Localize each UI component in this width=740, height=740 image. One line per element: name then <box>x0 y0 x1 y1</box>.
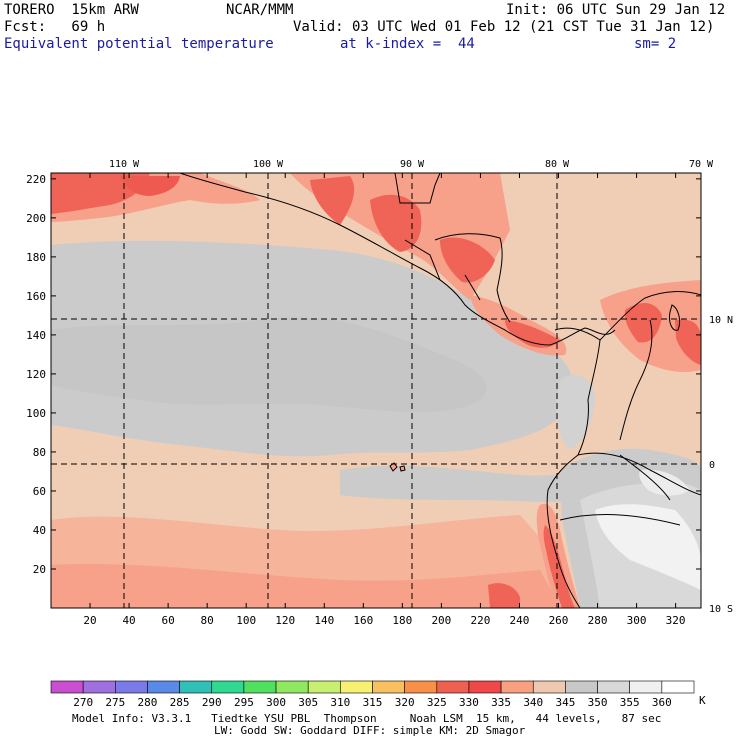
y-tick-label: 160 <box>26 290 46 303</box>
legend-value: 300 <box>266 696 286 709</box>
legend-swatch <box>50 680 84 694</box>
legend-swatch <box>372 680 405 694</box>
lat-label-10n: 10 N <box>709 315 733 326</box>
x-tick-label: 20 <box>83 614 96 627</box>
legend-value: 360 <box>652 696 672 709</box>
legend-value: 335 <box>491 696 511 709</box>
smoothing-info: sm= 2 <box>634 36 677 52</box>
legend-value: 320 <box>395 696 415 709</box>
lon-label-90w: 90 W <box>400 159 425 170</box>
field-name: Equivalent potential temperature <box>4 36 274 52</box>
lon-label-100w: 100 W <box>253 159 284 170</box>
y-tick-label: 100 <box>26 407 46 420</box>
x-tick-label: 40 <box>122 614 135 627</box>
y-tick-label: 140 <box>26 329 46 342</box>
valid-time: Valid: 03 UTC Wed 01 Feb 12 (21 CST Tue … <box>293 19 715 35</box>
x-tick-label: 280 <box>588 614 608 627</box>
x-tick-label: 320 <box>666 614 686 627</box>
legend-value: 350 <box>588 696 608 709</box>
legend-value: 290 <box>202 696 222 709</box>
level-info: at k-index = 44 <box>340 36 475 52</box>
model-name: TORERO 15km ARW <box>4 2 139 18</box>
y-tick-label: 40 <box>33 524 46 537</box>
x-tick-label: 200 <box>431 614 451 627</box>
legend-swatch <box>243 680 277 694</box>
y-tick-label: 220 <box>26 173 46 186</box>
lat-lon-grid <box>51 173 701 608</box>
y-tick-label: 80 <box>33 446 46 459</box>
x-tick-label: 140 <box>314 614 334 627</box>
x-tick-label: 160 <box>353 614 373 627</box>
legend-unit: K <box>699 694 706 707</box>
legend-swatch <box>147 680 180 694</box>
legend-swatch <box>211 680 245 694</box>
y-tick-label: 200 <box>26 212 46 225</box>
color-legend: 270 275 280 285 290 295 300 305 310 315 320 325 330 3… <box>50 680 695 709</box>
y-axis: 20 40 60 80 100 120 140 160 180 200 220 <box>26 173 701 576</box>
lon-label-80w: 80 W <box>545 159 570 170</box>
model-info-line2: LW: Godd SW: Goddard DIFF: simple KM: 2D… <box>214 724 526 737</box>
legend-value: 315 <box>363 696 383 709</box>
legend-swatch <box>629 680 663 694</box>
legend-value: 330 <box>459 696 479 709</box>
latitude-labels: 10 N 0 10 S <box>709 315 733 615</box>
legend-value: 280 <box>138 696 158 709</box>
model-info-line1: Model Info: V3.3.1 Tiedtke YSU PBL Thomp… <box>72 712 662 725</box>
legend-swatch <box>436 680 470 694</box>
legend-swatch <box>179 680 213 694</box>
legend-swatch <box>597 680 630 694</box>
lon-label-70w: 70 W <box>689 159 714 170</box>
y-tick-label: 120 <box>26 368 46 381</box>
x-tick-label: 260 <box>549 614 569 627</box>
legend-value: 325 <box>427 696 447 709</box>
y-tick-label: 180 <box>26 251 46 264</box>
lat-label-0: 0 <box>709 460 715 471</box>
longitude-labels: 110 W 100 W 90 W 80 W 70 W <box>109 159 714 170</box>
x-tick-label: 240 <box>510 614 530 627</box>
legend-value: 285 <box>170 696 190 709</box>
x-axis: 20 40 60 80 100 120 140 160 180 200 220 240 260 280 30… <box>83 173 686 627</box>
legend-swatch <box>340 680 373 694</box>
organization: NCAR/MMM <box>226 2 294 18</box>
legend-swatch <box>500 680 534 694</box>
x-tick-label: 100 <box>236 614 256 627</box>
legend-swatch <box>275 680 309 694</box>
y-tick-label: 20 <box>33 563 46 576</box>
legend-value: 305 <box>298 696 318 709</box>
legend-swatch <box>565 680 598 694</box>
legend-value: 270 <box>73 696 93 709</box>
forecast-hour: Fcst: 69 h <box>4 19 106 35</box>
legend-swatch <box>404 680 438 694</box>
x-tick-label: 300 <box>627 614 647 627</box>
legend-swatch <box>661 680 695 694</box>
legend-swatch <box>115 680 148 694</box>
x-tick-label: 80 <box>201 614 214 627</box>
legend-value: 345 <box>555 696 575 709</box>
x-tick-label: 120 <box>275 614 295 627</box>
legend-swatch <box>82 680 116 694</box>
legend-swatch <box>307 680 341 694</box>
plot-frame <box>50 172 702 609</box>
x-tick-label: 220 <box>470 614 490 627</box>
legend-value: 310 <box>330 696 350 709</box>
y-tick-label: 60 <box>33 485 46 498</box>
lat-label-10s: 10 S <box>709 604 733 615</box>
lon-label-110w: 110 W <box>109 159 140 170</box>
legend-value: 275 <box>105 696 125 709</box>
legend-value: 295 <box>234 696 254 709</box>
legend-value: 355 <box>620 696 640 709</box>
temperature-field <box>51 173 701 608</box>
legend-swatch <box>468 680 502 694</box>
x-tick-label: 60 <box>161 614 174 627</box>
legend-swatch <box>532 680 566 694</box>
legend-value: 340 <box>523 696 543 709</box>
x-tick-label: 180 <box>392 614 412 627</box>
init-time: Init: 06 UTC Sun 29 Jan 12 <box>506 2 726 18</box>
